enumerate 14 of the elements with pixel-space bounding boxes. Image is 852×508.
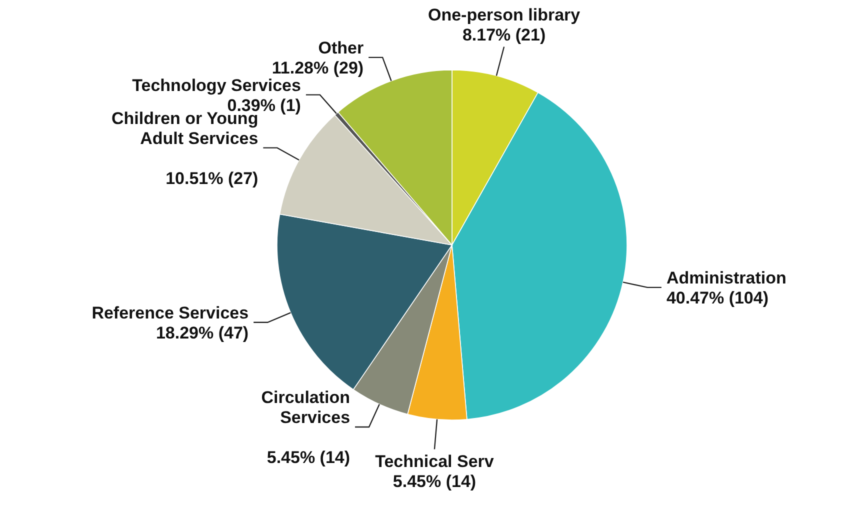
slice-label: Other [318, 38, 364, 58]
data-label: 5.45% (14) [392, 472, 476, 492]
data-label: 8.17% (21) [462, 26, 546, 45]
data-label: 10.51% (27) [166, 168, 258, 188]
slice-label: Technology Services [132, 76, 301, 95]
slice-label: Reference Services [92, 303, 249, 322]
slice-label: One-person library [428, 6, 581, 25]
slice-label: Administration [666, 268, 786, 288]
data-label: 18.29% (47) [156, 323, 249, 342]
data-label: 40.47% (104) [666, 288, 769, 308]
data-label: 11.28% (29) [272, 58, 364, 78]
slice-label: Technical Serv [375, 452, 494, 472]
slice-label: Circulation Services [261, 388, 350, 427]
data-label: 5.45% (14) [266, 448, 350, 467]
